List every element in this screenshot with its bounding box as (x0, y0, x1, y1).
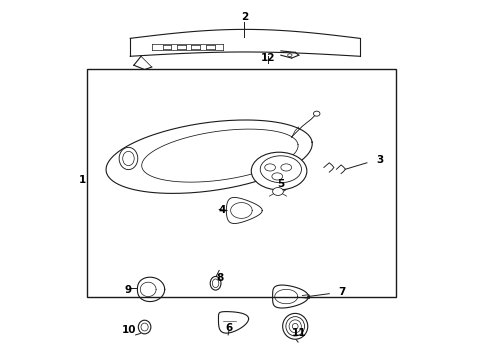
Text: 12: 12 (261, 53, 275, 63)
Ellipse shape (119, 147, 138, 170)
Text: 8: 8 (216, 273, 223, 283)
Ellipse shape (283, 314, 308, 339)
Ellipse shape (314, 111, 320, 116)
Text: 2: 2 (242, 12, 248, 22)
Text: 11: 11 (292, 328, 306, 338)
Ellipse shape (286, 317, 304, 336)
Ellipse shape (212, 279, 219, 288)
Text: 1: 1 (79, 175, 87, 185)
Ellipse shape (141, 323, 148, 331)
Ellipse shape (251, 152, 307, 190)
Ellipse shape (289, 320, 301, 333)
Text: 5: 5 (277, 179, 285, 189)
Text: 7: 7 (338, 287, 345, 297)
Text: 3: 3 (376, 155, 383, 165)
Ellipse shape (272, 173, 283, 180)
Text: 10: 10 (122, 325, 137, 335)
Bar (87, 69, 395, 297)
Ellipse shape (260, 156, 301, 183)
Text: 9: 9 (125, 285, 132, 296)
Text: 4: 4 (218, 206, 225, 216)
Ellipse shape (293, 323, 298, 329)
Ellipse shape (210, 276, 221, 290)
Ellipse shape (265, 164, 275, 171)
Ellipse shape (272, 188, 283, 195)
Ellipse shape (281, 164, 292, 171)
Text: 6: 6 (225, 323, 232, 333)
Ellipse shape (288, 54, 292, 57)
Ellipse shape (122, 151, 134, 166)
Ellipse shape (138, 320, 151, 334)
